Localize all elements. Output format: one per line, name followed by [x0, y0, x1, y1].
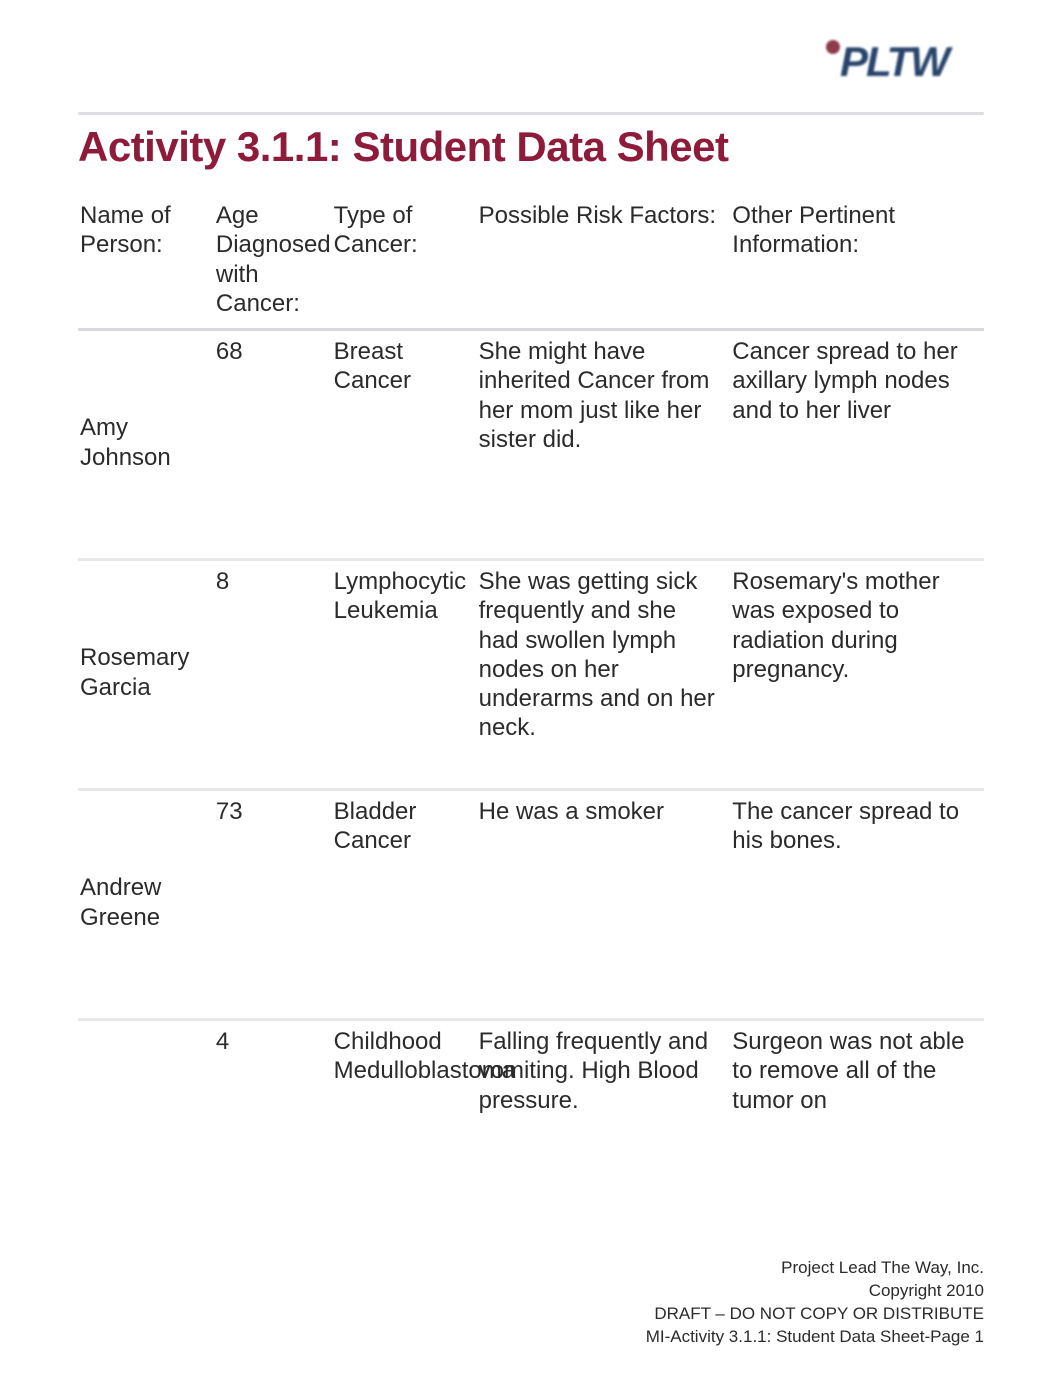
cell-other: Rosemary's mother was exposed to radiati… — [730, 561, 984, 791]
cell-age: 4 — [214, 1021, 332, 1131]
cell-age: 68 — [214, 331, 332, 561]
cell-name: Andrew Greene — [78, 791, 214, 1021]
logo-text: PLTW — [840, 38, 948, 86]
data-table: Name of Person: Age Diagnosed with Cance… — [78, 199, 984, 1131]
cell-age: 8 — [214, 561, 332, 791]
page: PLTW Activity 3.1.1: Student Data Sheet … — [0, 0, 1062, 1377]
cell-name: Rosemary Garcia — [78, 561, 214, 791]
table-row: Rosemary Garcia 8 Lymphocytic Leukemia S… — [78, 561, 984, 791]
cell-risk: She might have inherited Cancer from her… — [477, 331, 731, 561]
col-name: Name of Person: — [78, 199, 214, 331]
cell-name: Amy Johnson — [78, 331, 214, 561]
col-age: Age Diagnosed with Cancer: — [214, 199, 332, 331]
cell-other: Surgeon was not able to remove all of th… — [730, 1021, 984, 1131]
page-title: Activity 3.1.1: Student Data Sheet — [78, 123, 984, 171]
cell-age: 73 — [214, 791, 332, 1021]
cell-risk: She was getting sick frequently and she … — [477, 561, 731, 791]
footer-line: Project Lead The Way, Inc. — [646, 1257, 984, 1280]
cell-other: Cancer spread to her axillary lymph node… — [730, 331, 984, 561]
footer: Project Lead The Way, Inc. Copyright 201… — [646, 1257, 984, 1349]
table-row: Amy Johnson 68 Breast Cancer She might h… — [78, 331, 984, 561]
cell-other: The cancer spread to his bones. — [730, 791, 984, 1021]
pltw-logo: PLTW — [814, 34, 984, 96]
logo-dot-icon — [826, 40, 840, 54]
divider — [78, 112, 984, 115]
footer-line: Copyright 2010 — [646, 1280, 984, 1303]
logo-container: PLTW — [78, 34, 984, 96]
cell-type: Breast Cancer — [332, 331, 477, 561]
cell-type: Lymphocytic Leukemia — [332, 561, 477, 791]
cell-risk: Falling frequently and vomiting. High Bl… — [477, 1021, 731, 1131]
cell-type: Childhood Medulloblastoma — [332, 1021, 477, 1131]
cell-risk: He was a smoker — [477, 791, 731, 1021]
footer-line: MI-Activity 3.1.1: Student Data Sheet-Pa… — [646, 1326, 984, 1349]
cell-name — [78, 1021, 214, 1131]
col-type: Type of Cancer: — [332, 199, 477, 331]
footer-line: DRAFT – DO NOT COPY OR DISTRIBUTE — [646, 1303, 984, 1326]
table-header-row: Name of Person: Age Diagnosed with Cance… — [78, 199, 984, 331]
col-risk: Possible Risk Factors: — [477, 199, 731, 331]
table-row: Andrew Greene 73 Bladder Cancer He was a… — [78, 791, 984, 1021]
cell-type: Bladder Cancer — [332, 791, 477, 1021]
table-row: 4 Childhood Medulloblastoma Falling freq… — [78, 1021, 984, 1131]
col-other: Other Pertinent Information: — [730, 199, 984, 331]
